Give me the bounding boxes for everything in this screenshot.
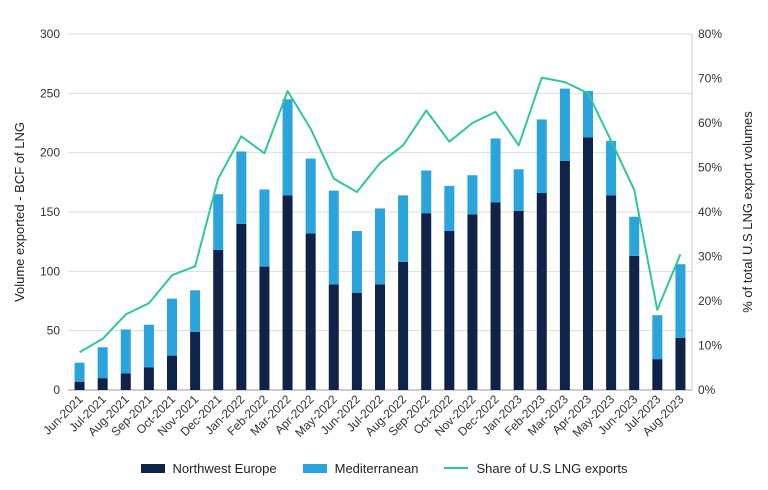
bar-mediterranean xyxy=(190,290,201,332)
legend-item: Northwest Europe xyxy=(140,458,277,478)
bar-mediterranean xyxy=(513,169,524,211)
bar-northwest-europe xyxy=(583,137,593,390)
bar-mediterranean xyxy=(143,324,154,368)
bar-northwest-europe xyxy=(444,230,455,390)
y-tick-left: 250 xyxy=(40,86,60,100)
bar-northwest-europe xyxy=(559,160,570,390)
bar-northwest-europe xyxy=(282,195,293,390)
bar-northwest-europe xyxy=(629,255,640,390)
y-tick-left: 100 xyxy=(40,264,60,278)
y-tick-right: 30% xyxy=(698,250,722,264)
y-tick-right: 80% xyxy=(698,27,722,41)
y-tick-right: 0% xyxy=(698,383,716,397)
bar-northwest-europe xyxy=(259,266,270,390)
y-axis-right-ticks: 0% 10% 20% 30% 40% 50% 60% 70% 80% xyxy=(698,27,722,397)
bar-northwest-europe xyxy=(351,292,362,390)
bar-northwest-europe xyxy=(167,355,177,390)
bar-mediterranean xyxy=(559,88,570,161)
bar-mediterranean xyxy=(444,185,455,231)
bar-mediterranean xyxy=(467,175,478,215)
y-tick-left: 150 xyxy=(40,205,60,219)
bar-mediterranean xyxy=(328,190,339,285)
legend-label: Northwest Europe xyxy=(172,460,277,476)
bar-northwest-europe xyxy=(97,378,108,390)
bar-mediterranean xyxy=(351,230,362,293)
bar-mediterranean xyxy=(97,347,108,379)
bar-northwest-europe xyxy=(675,337,686,390)
legend-item: Share of U.S LNG exports xyxy=(444,458,627,478)
y-tick-left: 300 xyxy=(40,27,60,41)
y-tick-right: 40% xyxy=(698,205,722,219)
bar-northwest-europe xyxy=(305,233,316,390)
y-tick-right: 50% xyxy=(698,161,722,175)
bar-northwest-europe xyxy=(143,367,154,390)
bar-northwest-europe xyxy=(328,284,339,390)
bar-mediterranean xyxy=(236,151,247,224)
y-tick-right: 70% xyxy=(698,72,722,86)
y-tick-right: 10% xyxy=(698,339,722,353)
bar-mediterranean xyxy=(583,90,593,138)
bar-northwest-europe xyxy=(536,193,547,390)
bar-mediterranean xyxy=(74,362,85,382)
bar-mediterranean xyxy=(120,329,131,374)
bar-mediterranean xyxy=(259,189,270,267)
bar-northwest-europe xyxy=(398,261,409,390)
bar-mediterranean xyxy=(213,194,224,250)
legend-label: Share of U.S LNG exports xyxy=(476,460,628,476)
y-tick-left: 50 xyxy=(47,324,61,338)
y-tick-left: 0 xyxy=(53,383,60,397)
y-axis-left-ticks: 0 50 100 150 200 250 300 xyxy=(40,27,60,397)
legend: Northwest Europe Mediterranean Share of U.… xyxy=(0,458,768,478)
bar-northwest-europe xyxy=(606,195,617,390)
bar-northwest-europe xyxy=(513,210,524,390)
bar-mediterranean xyxy=(421,170,432,214)
legend-swatch xyxy=(302,463,327,473)
y-tick-right: 60% xyxy=(698,116,722,130)
share-line-path xyxy=(79,76,682,354)
bar-mediterranean xyxy=(629,216,640,256)
share-line xyxy=(79,76,682,354)
bar-mediterranean xyxy=(675,264,686,338)
bar-mediterranean xyxy=(606,140,617,196)
bar-northwest-europe xyxy=(375,284,385,390)
bar-mediterranean xyxy=(398,195,409,262)
bar-northwest-europe xyxy=(467,214,478,390)
legend-item: Mediterranean xyxy=(302,458,419,478)
bars xyxy=(74,88,686,390)
bar-mediterranean xyxy=(282,99,293,196)
bar-northwest-europe xyxy=(421,213,432,390)
y-axis-left-title: Volume exported - BCF of LNG xyxy=(12,122,27,302)
legend-swatch xyxy=(140,463,165,473)
bar-mediterranean xyxy=(490,138,501,203)
bar-mediterranean xyxy=(305,158,316,234)
bar-mediterranean xyxy=(167,298,177,356)
bar-northwest-europe xyxy=(74,381,85,390)
y-tick-left: 200 xyxy=(40,146,60,160)
bar-northwest-europe xyxy=(236,223,247,390)
y-axis-right-title: % of total U.S LNG export volumes xyxy=(740,111,755,313)
bar-mediterranean xyxy=(536,119,547,194)
legend-swatch xyxy=(444,467,469,469)
bar-northwest-europe xyxy=(190,331,201,390)
bar-mediterranean xyxy=(652,315,663,360)
bar-northwest-europe xyxy=(213,249,224,390)
bar-northwest-europe xyxy=(652,359,663,390)
bar-northwest-europe xyxy=(490,202,501,390)
legend-label: Mediterranean xyxy=(334,460,419,476)
bar-northwest-europe xyxy=(120,373,131,390)
y-tick-right: 20% xyxy=(698,294,722,308)
bar-mediterranean xyxy=(375,208,385,285)
x-axis-ticks: Jun-2021Jul-2021Aug-2021Sep-2021Oct-2021… xyxy=(40,392,686,440)
